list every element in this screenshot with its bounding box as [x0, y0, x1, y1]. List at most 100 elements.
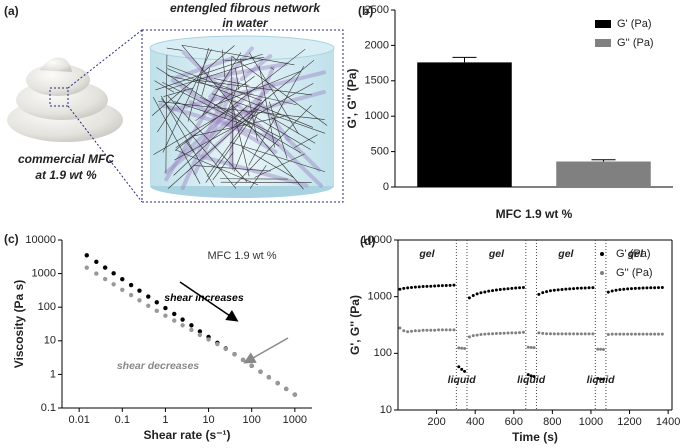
point	[137, 298, 142, 303]
point	[223, 346, 228, 352]
point	[649, 286, 653, 290]
point	[491, 332, 495, 336]
point	[84, 265, 89, 270]
point	[637, 286, 641, 290]
fiber	[200, 96, 282, 138]
point	[483, 332, 487, 336]
point	[653, 286, 657, 290]
point	[433, 284, 437, 288]
x-tick-label: 100	[243, 414, 261, 426]
phase-label: liquid	[517, 374, 546, 386]
x-tick-label: 1000	[283, 414, 307, 426]
legend-label: G' (Pa)	[617, 18, 652, 30]
point	[437, 284, 441, 288]
y-tick-label: 10000	[25, 234, 56, 246]
fiber	[242, 109, 311, 150]
point	[548, 332, 552, 336]
point	[128, 292, 134, 298]
point	[506, 287, 510, 291]
y-tick-label: 1000	[368, 291, 392, 303]
y-tick-label: 0	[383, 181, 389, 193]
point	[232, 351, 237, 357]
point	[633, 286, 637, 290]
fiber	[248, 65, 305, 166]
fiber-bundle	[177, 90, 253, 160]
fiber	[156, 67, 280, 147]
fiber-bundle	[188, 100, 278, 154]
fiber	[240, 58, 258, 141]
legend-label: G'' (Pa)	[617, 37, 654, 49]
point	[452, 283, 456, 287]
point	[583, 332, 587, 336]
point	[444, 328, 448, 332]
point	[552, 332, 556, 336]
fiber-bundle	[228, 106, 236, 169]
point	[240, 357, 246, 363]
point	[532, 346, 536, 350]
bar	[556, 161, 651, 187]
point	[292, 392, 298, 397]
phase-label: gel	[627, 248, 644, 260]
point	[606, 290, 610, 294]
point	[606, 332, 610, 336]
point	[467, 335, 471, 339]
point	[660, 332, 664, 336]
fiber-bundle	[197, 62, 288, 82]
y-tick-label: 2500	[365, 4, 389, 16]
error-bar	[591, 159, 616, 162]
point	[402, 286, 406, 290]
point	[622, 287, 626, 291]
point	[637, 332, 641, 336]
point	[602, 347, 605, 351]
fiber-bundle	[171, 70, 327, 112]
arrow	[243, 337, 289, 364]
point	[629, 287, 633, 291]
fiber	[241, 146, 294, 178]
x-tick-label: 10	[202, 414, 214, 426]
fiber	[193, 165, 271, 172]
point	[526, 373, 530, 377]
fiber	[196, 80, 312, 96]
point	[596, 376, 600, 380]
point	[84, 253, 89, 258]
fiber	[249, 52, 299, 135]
point	[94, 259, 99, 264]
point	[491, 289, 495, 293]
point	[645, 286, 649, 290]
fiber-bundle	[158, 102, 277, 141]
point	[532, 375, 536, 379]
point	[521, 330, 525, 334]
point	[206, 337, 211, 342]
point	[189, 327, 194, 333]
x-tick-label: 400	[466, 416, 484, 428]
point	[440, 328, 444, 332]
fiber	[212, 151, 234, 181]
point	[440, 284, 444, 288]
point	[413, 329, 417, 333]
point	[429, 284, 433, 288]
fiber-bundle	[164, 116, 234, 175]
point	[417, 285, 421, 289]
point	[626, 332, 630, 336]
fiber	[181, 45, 304, 190]
point	[463, 346, 467, 350]
point	[545, 290, 549, 294]
point	[545, 332, 549, 336]
x-tick-label: 1400	[656, 416, 680, 428]
point	[502, 287, 506, 291]
point	[429, 328, 433, 332]
point	[402, 329, 406, 333]
x-axis-label: Shear rate (s⁻¹)	[143, 428, 230, 442]
y-tick-label: 10	[380, 404, 392, 416]
x-tick-label: 1000	[579, 416, 603, 428]
point	[572, 287, 576, 291]
legend-swatch	[595, 39, 611, 47]
point	[599, 347, 603, 351]
point	[398, 326, 402, 330]
fiber	[206, 102, 261, 177]
point	[172, 318, 177, 323]
fiber	[254, 153, 305, 178]
fiber-network	[149, 35, 335, 198]
fiber	[230, 99, 250, 177]
point	[94, 271, 99, 276]
